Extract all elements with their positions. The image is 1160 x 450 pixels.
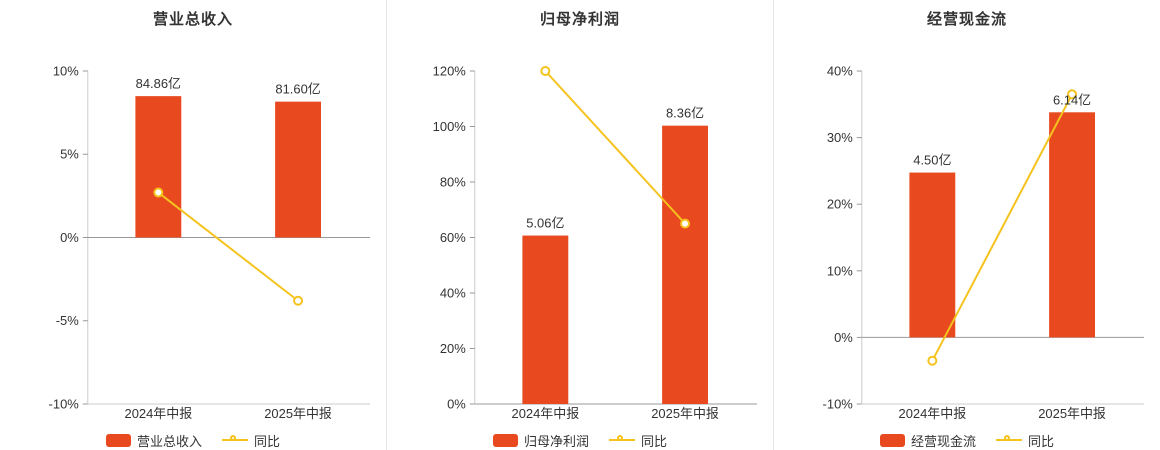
y-tick-label: 120%	[433, 63, 467, 78]
line-marker-icon	[222, 434, 248, 447]
bar[interactable]	[522, 235, 569, 404]
x-category-label: 2024年中报	[512, 406, 580, 421]
legend-item-line-series[interactable]: 同比	[609, 431, 667, 450]
y-tick-label: 0%	[834, 330, 853, 345]
bar[interactable]	[909, 172, 956, 338]
net-profit-chart: 120% 100% 80% 60% 40% 20% 0% 2024年中报 2025年中报 5.06…	[433, 63, 758, 421]
y-tick-label: 30%	[827, 130, 853, 145]
legend-item-line-series[interactable]: 同比	[222, 431, 280, 450]
y-tick-label: -10%	[823, 396, 854, 411]
bar-value-label: 4.50亿	[913, 153, 951, 168]
yoy-marker[interactable]	[153, 187, 164, 198]
y-tick-label: 100%	[433, 119, 467, 134]
y-tick-label: 10%	[53, 63, 79, 78]
bar-value-label: 81.60亿	[275, 82, 320, 97]
chart-title: 归母净利润	[539, 10, 620, 28]
x-category-label: 2024年中报	[125, 406, 193, 421]
y-tick-label: 20%	[440, 341, 466, 356]
bar-value-label: 6.14亿	[1053, 92, 1091, 107]
y-tick-label: 40%	[440, 285, 466, 300]
y-tick-label: 0%	[447, 396, 466, 411]
y-tick-label: 60%	[440, 230, 466, 245]
y-tick-label: 5%	[60, 147, 79, 162]
legend-item-line-series[interactable]: 同比	[996, 431, 1054, 450]
line-dot-icon	[230, 435, 236, 441]
y-tick-label: 40%	[827, 63, 853, 78]
legend-item-bar-series[interactable]: 经营现金流	[879, 431, 976, 450]
y-tick-label: 80%	[440, 174, 466, 189]
x-category-label: 2024年中报	[899, 406, 967, 421]
bar[interactable]	[275, 101, 322, 238]
legend-bar-label: 营业总收入	[136, 433, 202, 449]
bar-swatch-icon	[879, 433, 905, 447]
y-tick-label: 10%	[827, 263, 853, 278]
chart-legend: 营业总收入 同比	[0, 430, 386, 450]
yoy-line[interactable]	[544, 70, 686, 225]
panel-cash-flow: 经营现金流 40% 30% 20% 10% 0% -10% 2024年中报 2025年中报 4.…	[773, 0, 1160, 450]
legend-line-label: 同比	[641, 433, 668, 449]
bar-value-label: 5.06亿	[526, 216, 564, 231]
bar-value-label: 8.36亿	[666, 106, 704, 121]
legend-bar-label: 归母净利润	[523, 433, 589, 449]
yoy-line[interactable]	[931, 93, 1073, 362]
yoy-line[interactable]	[157, 191, 299, 302]
y-tick-label: 20%	[827, 197, 853, 212]
y-tick-label: -5%	[56, 313, 80, 328]
legend-line-label: 同比	[254, 433, 281, 449]
chart-title: 营业总收入	[152, 10, 233, 28]
legend-item-bar-series[interactable]: 营业总收入	[105, 431, 202, 450]
x-category-label: 2025年中报	[264, 406, 332, 421]
yoy-marker[interactable]	[540, 66, 551, 76]
panel-net-profit: 归母净利润 120% 100% 80% 60% 40% 20% 0% 2024年中报 2025年…	[386, 0, 773, 450]
legend-bar-label: 经营现金流	[910, 433, 976, 449]
y-tick-label: 0%	[60, 230, 79, 245]
line-marker-icon	[609, 434, 635, 447]
panel-revenue: 营业总收入 10% 5% 0% -5% -10% 2024年中报 2025年中报 84.86亿…	[0, 0, 386, 450]
cash-flow-chart: 40% 30% 20% 10% 0% -10% 2024年中报 2025年中报 4.50亿 6.1…	[823, 63, 1145, 421]
chart-title: 经营现金流	[926, 10, 1007, 28]
bar-swatch-icon	[105, 433, 131, 447]
y-tick-label: -10%	[49, 396, 80, 411]
legend-line-label: 同比	[1028, 433, 1055, 449]
chart-legend: 经营现金流 同比	[774, 430, 1160, 450]
yoy-marker[interactable]	[927, 355, 938, 366]
yoy-marker[interactable]	[680, 218, 691, 229]
bar[interactable]	[662, 125, 709, 404]
line-dot-icon	[1004, 435, 1010, 441]
bar-swatch-icon	[492, 433, 518, 447]
line-marker-icon	[996, 434, 1022, 447]
yoy-marker[interactable]	[1067, 89, 1078, 100]
bar[interactable]	[135, 96, 182, 238]
chart-legend: 归母净利润 同比	[387, 430, 773, 450]
legend-item-bar-series[interactable]: 归母净利润	[492, 431, 589, 450]
x-category-label: 2025年中报	[1038, 406, 1106, 421]
bar[interactable]	[1049, 112, 1096, 338]
revenue-chart: 10% 5% 0% -5% -10% 2024年中报 2025年中报 84.86亿 81.60亿	[49, 63, 371, 421]
yoy-marker[interactable]	[293, 295, 304, 306]
x-category-label: 2025年中报	[651, 406, 719, 421]
bar-value-label: 84.86亿	[136, 76, 181, 91]
line-dot-icon	[617, 435, 623, 441]
